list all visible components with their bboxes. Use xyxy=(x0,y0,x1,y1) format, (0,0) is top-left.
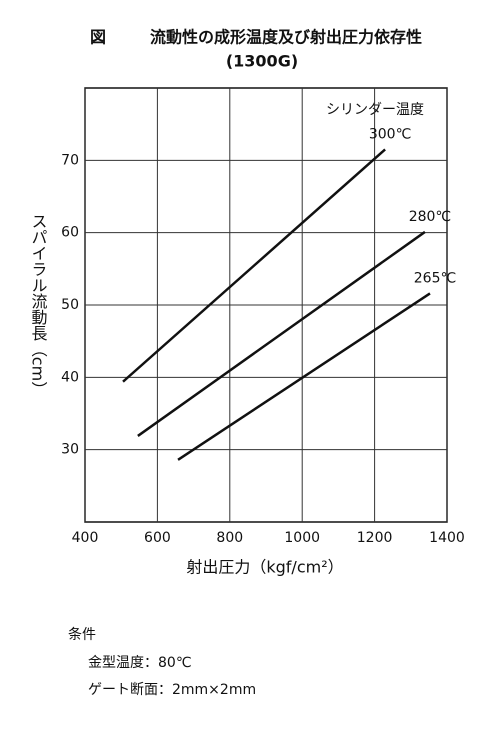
series-line xyxy=(137,230,426,437)
condition-item: ゲート断面：2mm×2mm xyxy=(88,682,256,698)
x-tick-label: 400 xyxy=(72,530,99,546)
chart-subtitle: (1300G) xyxy=(226,52,298,71)
x-axis-label: 射出圧力（kgf/cm²） xyxy=(186,558,343,577)
series-label: 265℃ xyxy=(414,270,456,286)
y-tick-label: 30 xyxy=(61,442,79,458)
y-tick-label: 60 xyxy=(61,225,79,241)
y-tick-label: 50 xyxy=(61,297,79,313)
series-label: 300℃ xyxy=(369,126,411,142)
x-tick-label: 600 xyxy=(144,530,171,546)
series-line xyxy=(122,148,386,383)
condition-item: 金型温度：80℃ xyxy=(88,655,192,671)
y-tick-label: 40 xyxy=(61,369,79,385)
chart-title: 流動性の成形温度及び射出圧力依存性 xyxy=(150,28,422,47)
x-tick-label: 800 xyxy=(216,530,243,546)
y-axis-label: スパイラル流動長（cm） xyxy=(29,213,48,397)
conditions-heading: 条件 xyxy=(68,626,96,643)
x-tick-label: 1000 xyxy=(284,530,320,546)
series-label: 280℃ xyxy=(409,209,451,225)
series-line xyxy=(177,292,431,461)
x-tick-label: 1400 xyxy=(429,530,465,546)
figure-label: 図 xyxy=(90,28,106,47)
x-tick-label: 1200 xyxy=(357,530,393,546)
y-tick-label: 70 xyxy=(61,152,79,168)
